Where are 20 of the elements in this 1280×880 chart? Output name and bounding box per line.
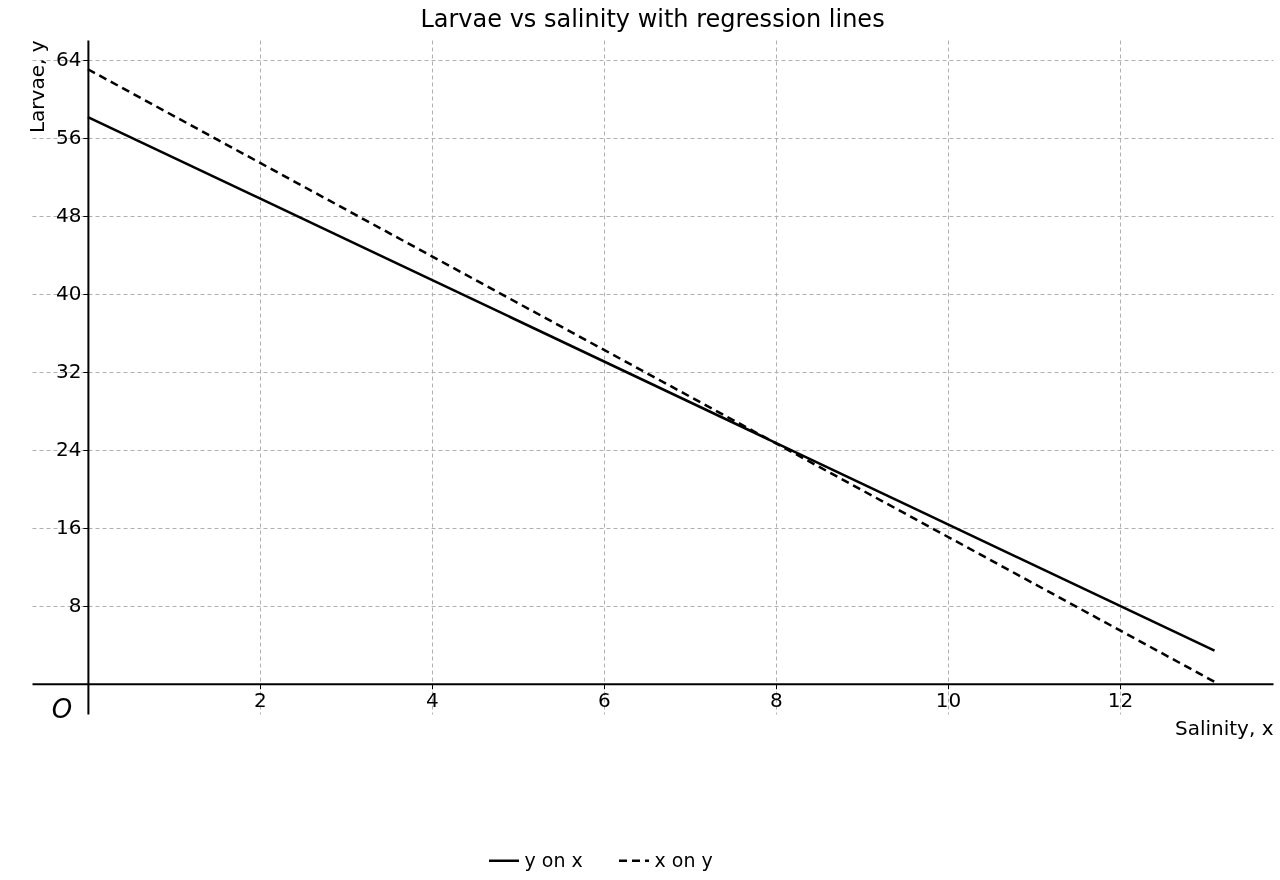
y-tick-label: 8 xyxy=(68,593,82,618)
y-tick-label: 48 xyxy=(55,203,82,228)
legend-label: x on y xyxy=(654,848,713,871)
x-tick-label: 2 xyxy=(254,688,267,713)
x-axis-title: Salinity, x xyxy=(1174,716,1274,741)
y-axis-title: Larvae, y xyxy=(24,40,49,134)
chart-title: Larvae vs salinity with regression lines xyxy=(420,5,885,33)
x-tick-label: 10 xyxy=(935,688,962,713)
x-tick-label: 6 xyxy=(598,688,611,713)
y-tick-label: 40 xyxy=(55,281,82,306)
y-tick-label: 32 xyxy=(55,359,82,384)
x-tick-label: 12 xyxy=(1107,688,1134,713)
y-tick-label: 16 xyxy=(55,515,82,540)
x-tick-label: 8 xyxy=(770,688,783,713)
y-tick-label: 56 xyxy=(55,125,82,150)
y-tick-label: 24 xyxy=(55,437,82,462)
x-tick-label: 4 xyxy=(426,688,439,713)
legend-label: y on x xyxy=(524,848,583,871)
annotation: O xyxy=(51,693,73,724)
y-tick-label: 64 xyxy=(55,47,82,72)
